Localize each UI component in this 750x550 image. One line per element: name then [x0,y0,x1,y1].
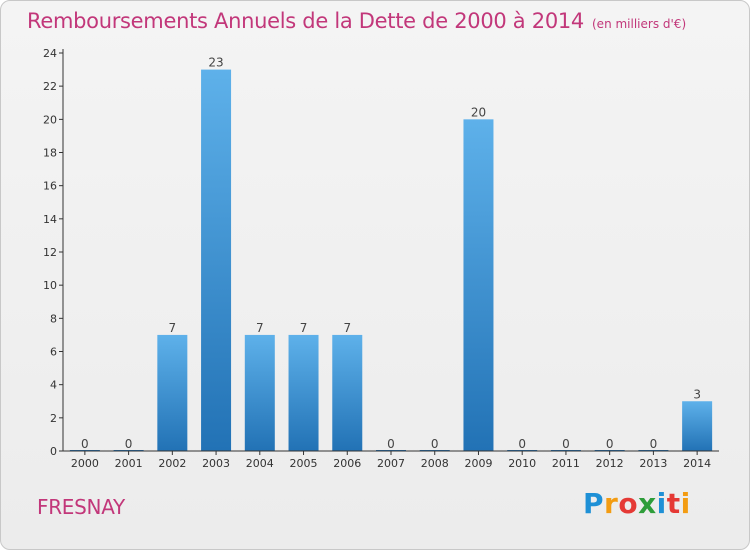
bar [463,119,494,451]
data-label: 0 [650,437,658,451]
x-tick-label: 2000 [71,457,99,470]
x-tick-label: 2007 [377,457,405,470]
chart-title: Remboursements Annuels de la Dette de 20… [27,9,686,33]
y-tick-label: 22 [43,80,57,93]
x-tick-label: 2005 [290,457,318,470]
logo-letter: t [666,487,681,520]
data-label: 23 [208,56,223,70]
commune-name: FRESNAY [37,495,125,519]
data-label: 0 [387,437,395,451]
x-tick-label: 2014 [683,457,711,470]
x-tick-label: 2009 [464,457,492,470]
chart-unit-label: (en milliers d'€) [592,17,687,31]
x-tick-label: 2013 [639,457,667,470]
data-label: 20 [471,105,486,119]
y-tick-label: 2 [50,412,57,425]
x-tick-label: 2006 [333,457,361,470]
y-tick-label: 14 [43,213,57,226]
y-tick-label: 4 [50,379,57,392]
y-tick-label: 24 [43,47,57,60]
y-tick-label: 8 [50,312,57,325]
x-tick-label: 2008 [421,457,449,470]
logo-letter: r [604,487,619,520]
y-tick-label: 6 [50,346,57,359]
data-label: 0 [125,437,133,451]
data-label: 0 [81,437,89,451]
logo-letter: P [583,487,605,520]
logo-letter: i [656,487,667,520]
bar [201,69,232,451]
y-tick-label: 10 [43,279,57,292]
proxiti-logo: Proxiti [583,487,691,520]
x-tick-label: 2001 [115,457,143,470]
x-tick-label: 2003 [202,457,230,470]
logo-letter: i [680,487,691,520]
bar [157,334,188,451]
x-tick-label: 2011 [552,457,580,470]
logo-letter: o [618,487,639,520]
bar [244,334,275,451]
data-label: 0 [518,437,526,451]
data-label: 7 [300,321,308,335]
data-label: 0 [606,437,614,451]
bar [682,401,713,451]
x-tick-label: 2004 [246,457,274,470]
data-label: 7 [343,321,351,335]
bar [288,334,319,451]
data-label: 3 [693,387,701,401]
x-tick-label: 2012 [596,457,624,470]
x-tick-label: 2002 [158,457,186,470]
x-tick-label: 2010 [508,457,536,470]
chart-title-text: Remboursements Annuels de la Dette de 20… [27,9,584,33]
bar [332,334,363,451]
y-tick-label: 16 [43,180,57,193]
logo-letter: x [638,487,657,520]
y-tick-label: 20 [43,113,57,126]
data-label: 7 [256,321,264,335]
y-tick-label: 18 [43,147,57,160]
y-tick-label: 12 [43,246,57,259]
data-label: 0 [562,437,570,451]
y-tick-label: 0 [50,445,57,458]
data-label: 0 [431,437,439,451]
data-label: 7 [169,321,177,335]
